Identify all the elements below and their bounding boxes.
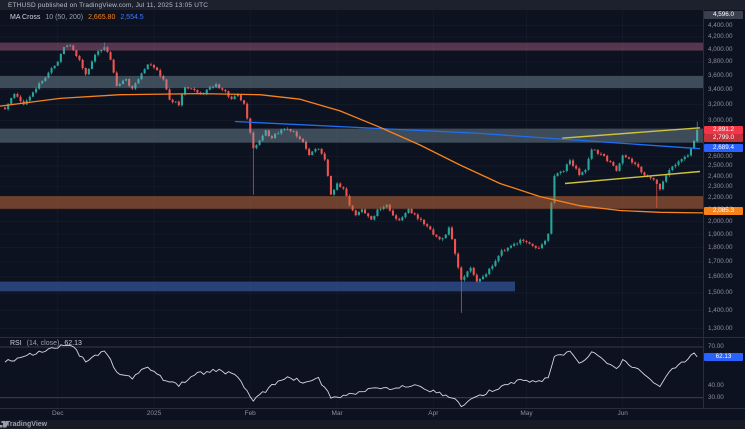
price-tick-label: 1,900.00 [708, 230, 733, 238]
watermark-text: ETHUSD published on TradingView.com, Jul… [8, 1, 209, 9]
price-tick-label: 1,500.00 [708, 289, 733, 297]
price-tick-label: 2,400.00 [708, 172, 733, 180]
bottom-bar: TradingView [0, 420, 745, 429]
price-tick-label: 2,500.00 [708, 162, 733, 170]
rsi-tick-label: 40.00 [708, 381, 724, 389]
ma-value-blue: 2,554.5 [120, 14, 144, 21]
last-price-label: 2,891.2 [704, 125, 743, 134]
prev-price-label: 2,799.0 [704, 134, 743, 142]
price-tick-label: 3,600.00 [708, 71, 733, 79]
scale-top-label: 4,596.0 [704, 10, 743, 19]
ma-orange-price-label: 2,085.3 [704, 207, 743, 216]
price-tick-label: 2,200.00 [708, 194, 733, 202]
tradingview-logo-icon [0, 421, 9, 428]
time-tick-label: Mar [331, 410, 343, 417]
time-tick-label: Apr [428, 410, 439, 417]
time-tick-label: May [520, 410, 533, 417]
price-tick-label: 3,400.00 [708, 86, 733, 93]
ma-200-line [0, 92, 703, 214]
support-zone-1510-1570 [0, 281, 515, 292]
ma-blue-price-label: 2,689.4 [704, 143, 743, 152]
tradingview-logo[interactable]: TradingView [0, 421, 48, 428]
price-tick-label: 1,400.00 [708, 306, 733, 314]
rsi-name: RSI [10, 340, 22, 347]
price-tick-label: 3,000.00 [708, 117, 733, 125]
rsi-tick-label: 30.00 [708, 394, 724, 402]
tradingview-logo-text: TradingView [6, 421, 48, 428]
rsi-params: (14, close) [26, 340, 60, 347]
price-tick-label: 4,400.00 [708, 21, 733, 29]
rsi-tick-label: 70.00 [708, 343, 724, 351]
rsi-value-label: 62.13 [704, 352, 743, 361]
price-tick-label: 2,600.00 [708, 152, 733, 160]
ma-value-orange: 2,665.80 [88, 14, 116, 21]
price-tick-label: 1,300.00 [708, 325, 733, 333]
price-tick-label: 1,700.00 [708, 258, 733, 266]
channel-upper-line [561, 127, 701, 139]
price-tick-label: 3,200.00 [708, 101, 733, 109]
indicator-legend[interactable]: MA Cross 10 (50, 200) 2,665.80 2,554.5 [10, 14, 144, 21]
resistance-zone-2745-2905 [0, 128, 703, 143]
time-axis[interactable] [0, 408, 703, 420]
price-tick-label: 3,800.00 [708, 58, 733, 66]
rsi-legend[interactable]: RSI (14, close) 62.13 [10, 340, 82, 347]
price-tick-label: 4,000.00 [708, 45, 733, 53]
time-tick-label: Dec [51, 410, 64, 417]
resistance-zone-4000-4100 [0, 42, 703, 51]
channel-lower-line [564, 170, 701, 185]
watermark-bar: ETHUSD published on TradingView.com, Jul… [0, 0, 745, 10]
price-tick-label: 1,600.00 [708, 273, 733, 281]
rsi-value: 62.13 [64, 340, 82, 347]
price-tick-label: 1,800.00 [708, 244, 733, 252]
time-tick-label: Jun [617, 410, 628, 417]
price-tick-label: 4,200.00 [708, 33, 733, 41]
price-tick-label: 2,000.00 [708, 217, 733, 225]
time-tick-label: 2025 [146, 410, 162, 417]
rsi-pane [0, 344, 703, 407]
rsi-line [4, 344, 698, 407]
indicator-params: 10 (50, 200) [45, 14, 84, 21]
time-tick-label: Feb [244, 410, 256, 417]
support-zone-2105-2215 [0, 196, 703, 209]
price-tick-label: 2,300.00 [708, 183, 733, 191]
indicator-name: MA Cross [10, 14, 41, 21]
price-zones [0, 42, 703, 292]
resistance-zone-3420-3590 [0, 76, 703, 89]
blue-trendline [234, 120, 701, 150]
